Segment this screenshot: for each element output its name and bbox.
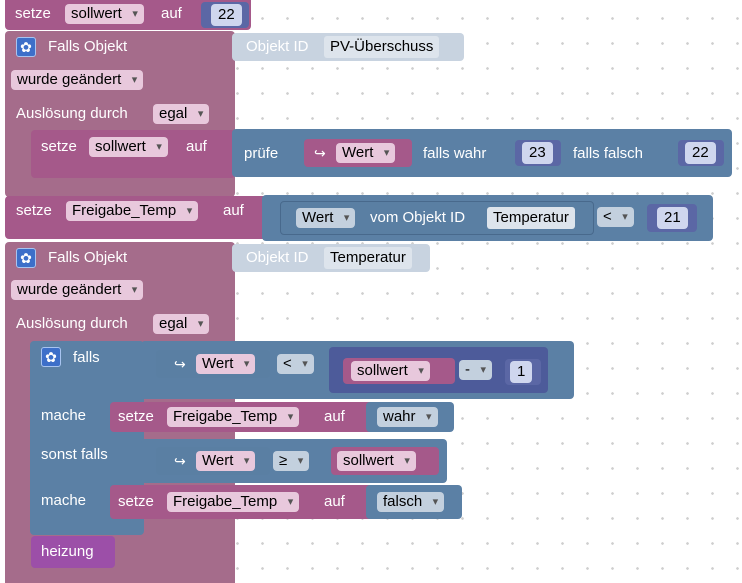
boolean-dropdown[interactable]: wahr (377, 407, 438, 427)
return-arrow-icon: ↪ (174, 356, 186, 372)
number-value[interactable]: 22 (211, 4, 242, 26)
object-value-block[interactable]: Wert vom Objekt ID Temperatur (280, 201, 594, 235)
field-dropdown[interactable]: Wert (196, 451, 256, 471)
operator-dropdown[interactable]: < (277, 354, 314, 374)
number-value[interactable]: 21 (657, 207, 688, 229)
field-reference-block[interactable]: ↪ Wert (304, 139, 412, 167)
setze-label: setze (16, 202, 52, 219)
auf-label: auf (186, 138, 207, 155)
operator-dropdown[interactable]: ≥ (273, 451, 310, 471)
sonst-falls-label: sonst falls (41, 446, 108, 463)
variable-dropdown[interactable]: sollwert (351, 361, 430, 381)
trigger-dropdown[interactable]: egal (153, 314, 210, 334)
compare-block[interactable]: ↪ Wert ≥ sollwert (141, 439, 447, 483)
set-sollwert-inner-block[interactable]: setze sollwert auf (31, 130, 235, 178)
number-value[interactable]: 22 (685, 142, 716, 164)
boolean-block[interactable]: wahr (366, 402, 454, 432)
auf-label: auf (324, 493, 345, 510)
condition-dropdown[interactable]: wurde geändert (11, 70, 144, 90)
ternary-block[interactable]: prüfe ↪ Wert falls wahr 23 falls falsch … (232, 129, 732, 177)
number-block[interactable]: 22 (678, 140, 724, 166)
mache-label: mache (41, 407, 87, 424)
variable-dropdown[interactable]: Freigabe_Temp (167, 407, 300, 427)
setze-label: setze (15, 5, 51, 22)
variable-reference-block[interactable]: sollwert (331, 447, 439, 475)
return-arrow-icon: ↪ (314, 145, 326, 161)
condition-dropdown[interactable]: wurde geändert (11, 280, 144, 300)
math-operator-dropdown[interactable]: - (459, 360, 492, 380)
operator-dropdown[interactable]: < (597, 207, 634, 227)
vom-objekt-id-label: vom Objekt ID (370, 209, 466, 226)
variable-dropdown[interactable]: sollwert (65, 4, 144, 24)
set-freigabe-block[interactable]: setze Freigabe_Temp auf (110, 485, 374, 519)
gear-icon[interactable]: ✿ (41, 347, 61, 367)
number-block[interactable]: 21 (647, 204, 697, 232)
object-id-field[interactable]: Temperatur (487, 207, 575, 229)
boolean-block[interactable]: falsch (366, 485, 462, 519)
set-freigabe-block[interactable]: setze Freigabe_Temp auf (110, 402, 374, 432)
compare-block[interactable]: ↪ Wert < sollwert - 1 (141, 341, 574, 399)
falls-objekt-label: Falls Objekt (48, 38, 128, 55)
number-block[interactable]: 22 (201, 2, 249, 28)
variable-dropdown[interactable]: Freigabe_Temp (66, 201, 199, 221)
objekt-id-label: Objekt ID (246, 38, 309, 55)
field-reference-block[interactable]: ↪ Wert (156, 350, 270, 378)
variable-reference-block[interactable]: sollwert (343, 358, 455, 384)
gear-icon[interactable]: ✿ (16, 37, 36, 57)
pruefe-label: prüfe (244, 145, 279, 162)
field-dropdown[interactable]: Wert (196, 354, 256, 374)
setze-label: setze (118, 493, 154, 510)
setze-label: setze (118, 408, 154, 425)
object-id-field[interactable]: Temperatur (324, 247, 412, 269)
arithmetic-block[interactable]: sollwert - 1 (329, 347, 548, 393)
objekt-id-label: Objekt ID (246, 249, 309, 266)
field-reference-block[interactable]: ↪ Wert (156, 447, 270, 475)
falls-label: falls (73, 349, 100, 366)
trigger-dropdown[interactable]: egal (153, 104, 210, 124)
object-id-block[interactable]: Objekt ID Temperatur (232, 244, 430, 272)
auf-label: auf (161, 5, 182, 22)
boolean-dropdown[interactable]: falsch (377, 492, 445, 512)
object-id-field[interactable]: PV-Überschuss (324, 36, 440, 58)
falls-wahr-label: falls wahr (423, 145, 487, 162)
auf-label: auf (324, 408, 345, 425)
falls-falsch-label: falls falsch (573, 145, 644, 162)
number-block[interactable]: 23 (515, 140, 561, 166)
variable-dropdown[interactable]: Freigabe_Temp (167, 492, 300, 512)
object-id-block[interactable]: Objekt ID PV-Überschuss (232, 33, 464, 61)
falls-objekt-label: Falls Objekt (48, 249, 128, 266)
variable-dropdown[interactable]: sollwert (337, 451, 416, 471)
field-dropdown[interactable]: Wert (336, 143, 396, 163)
field-dropdown[interactable]: Wert (296, 208, 356, 228)
number-block[interactable]: 1 (505, 359, 541, 385)
gear-icon[interactable]: ✿ (16, 248, 36, 268)
variable-dropdown[interactable]: sollwert (89, 137, 168, 157)
compare-block[interactable]: Wert vom Objekt ID Temperatur < 21 (262, 195, 713, 241)
setze-label: setze (41, 138, 77, 155)
number-value[interactable]: 1 (510, 361, 533, 383)
mache-label: mache (41, 492, 87, 509)
set-freigabe-block[interactable]: setze Freigabe_Temp auf (5, 196, 275, 239)
heizung-label: heizung (41, 543, 94, 560)
auf-label: auf (223, 202, 244, 219)
return-arrow-icon: ↪ (174, 453, 186, 469)
number-value[interactable]: 23 (522, 142, 553, 164)
heizung-procedure-block[interactable]: heizung (31, 536, 115, 568)
ausloesung-label: Auslösung durch (16, 105, 128, 122)
set-sollwert-block[interactable]: setze sollwert auf 22 (5, 0, 251, 30)
ausloesung-label: Auslösung durch (16, 315, 128, 332)
